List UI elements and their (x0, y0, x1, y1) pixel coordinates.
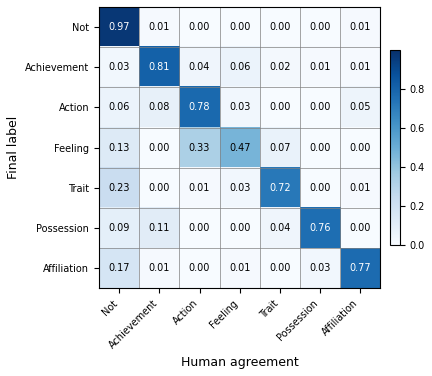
Text: 0.06: 0.06 (229, 62, 251, 72)
Text: 0.01: 0.01 (189, 183, 210, 193)
Text: 0.01: 0.01 (149, 22, 170, 32)
Text: 0.03: 0.03 (309, 263, 331, 273)
Text: 0.07: 0.07 (269, 143, 291, 153)
Text: 0.04: 0.04 (269, 223, 291, 233)
Text: 0.72: 0.72 (269, 183, 291, 193)
Text: 0.00: 0.00 (309, 143, 331, 153)
Text: 0.00: 0.00 (309, 22, 331, 32)
Text: 0.17: 0.17 (108, 263, 130, 273)
Text: 0.05: 0.05 (349, 102, 371, 112)
Text: 0.01: 0.01 (349, 62, 371, 72)
Text: 0.08: 0.08 (149, 102, 170, 112)
Text: 0.33: 0.33 (189, 143, 210, 153)
Text: 0.03: 0.03 (108, 62, 130, 72)
Text: 0.00: 0.00 (189, 22, 210, 32)
X-axis label: Human agreement: Human agreement (181, 356, 299, 369)
Text: 0.00: 0.00 (189, 223, 210, 233)
Text: 0.01: 0.01 (309, 62, 331, 72)
Text: 0.23: 0.23 (108, 183, 130, 193)
Text: 0.04: 0.04 (189, 62, 210, 72)
Text: 0.01: 0.01 (349, 22, 371, 32)
Text: 0.11: 0.11 (149, 223, 170, 233)
Text: 0.00: 0.00 (309, 102, 331, 112)
Text: 0.00: 0.00 (229, 22, 251, 32)
Text: 0.00: 0.00 (269, 263, 291, 273)
Text: 0.00: 0.00 (189, 263, 210, 273)
Text: 0.06: 0.06 (108, 102, 130, 112)
Y-axis label: Final label: Final label (6, 116, 19, 179)
Text: 0.03: 0.03 (229, 102, 251, 112)
Text: 0.47: 0.47 (229, 143, 251, 153)
Text: 0.00: 0.00 (269, 22, 291, 32)
Text: 0.00: 0.00 (269, 102, 291, 112)
Text: 0.76: 0.76 (309, 223, 331, 233)
Text: 0.00: 0.00 (309, 183, 331, 193)
Text: 0.00: 0.00 (349, 223, 371, 233)
Text: 0.01: 0.01 (149, 263, 170, 273)
Text: 0.97: 0.97 (108, 22, 130, 32)
Text: 0.03: 0.03 (229, 183, 251, 193)
Text: 0.09: 0.09 (108, 223, 130, 233)
Text: 0.13: 0.13 (108, 143, 130, 153)
Text: 0.00: 0.00 (229, 223, 251, 233)
Text: 0.01: 0.01 (349, 183, 371, 193)
Text: 0.01: 0.01 (229, 263, 251, 273)
Text: 0.81: 0.81 (149, 62, 170, 72)
Text: 0.02: 0.02 (269, 62, 291, 72)
Text: 0.77: 0.77 (349, 263, 371, 273)
Text: 0.78: 0.78 (189, 102, 210, 112)
Text: 0.00: 0.00 (149, 183, 170, 193)
Text: 0.00: 0.00 (149, 143, 170, 153)
Text: 0.00: 0.00 (349, 143, 371, 153)
